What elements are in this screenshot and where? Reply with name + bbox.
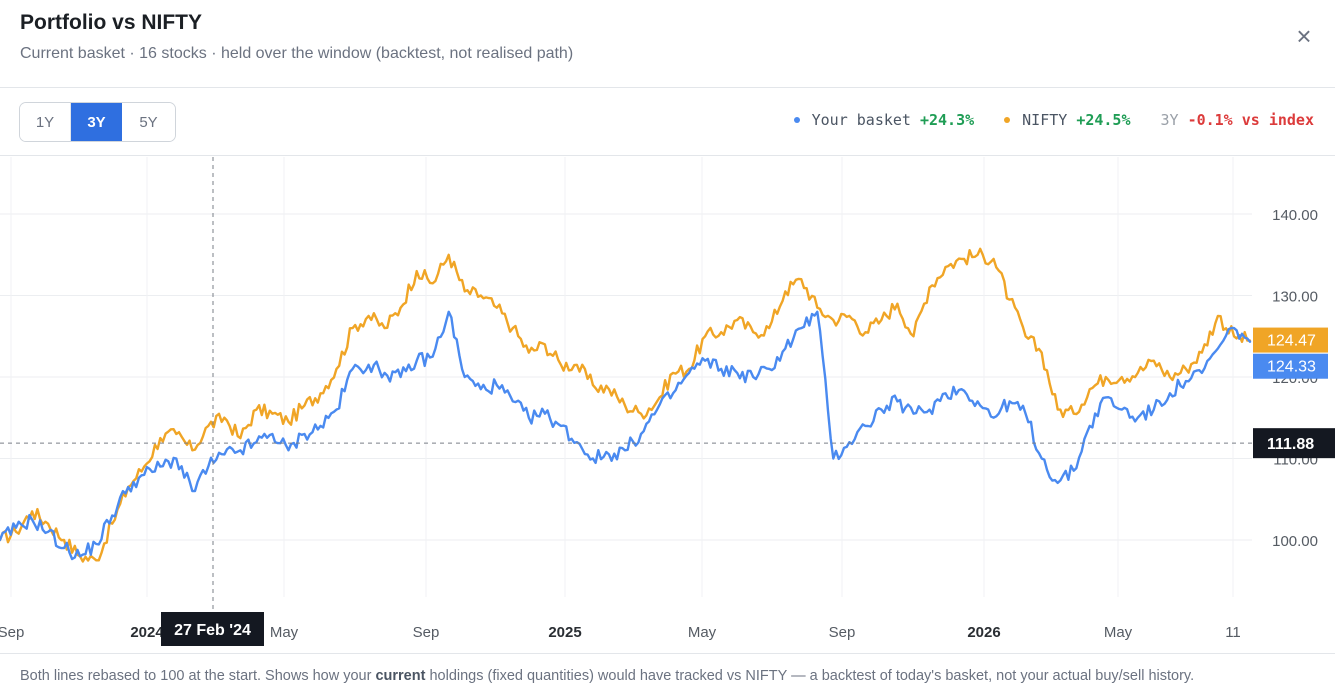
legend-relative-period: 3Y: [1160, 111, 1179, 129]
range-selector: 1Y 3Y 5Y: [19, 102, 176, 142]
nifty-series-line: [0, 247, 1252, 563]
nifty-last-value-badge: [1253, 327, 1328, 353]
legend-nifty-return: +24.5%: [1076, 111, 1131, 129]
basket-last-value-badge: [1253, 353, 1328, 379]
chart-legend: Your basket +24.3% NIFTY +24.5% 3Y -0.1%…: [793, 111, 1315, 129]
x-axis: Sep 2024 May Sep 2025 May Sep 2026 May 11: [0, 624, 1241, 641]
crosshair: [0, 157, 1252, 612]
basket-dot-icon: [793, 117, 800, 123]
page-title: Portfolio vs NIFTY: [20, 11, 203, 34]
basket-series-line: [0, 310, 1252, 561]
x-tick-label: Sep: [413, 624, 440, 641]
price-labels: 27 Feb '24 111.88 124.47 124.33: [161, 327, 1335, 646]
x-tick-label: May: [688, 624, 717, 641]
x-tick-label: Sep: [0, 624, 24, 641]
legend-basket-return: +24.3%: [919, 111, 975, 129]
y-tick-label: 130.00: [1272, 289, 1318, 306]
grid-lines: [0, 157, 1252, 597]
crosshair-value-badge: [1253, 428, 1335, 459]
x-tick-label: 2024: [130, 624, 164, 641]
crosshair-date-label: 27 Feb '24: [174, 622, 251, 639]
range-tab-1y[interactable]: 1Y: [20, 103, 71, 141]
range-tab-5y[interactable]: 5Y: [122, 103, 175, 141]
nifty-last-value-label: 124.47: [1267, 333, 1316, 350]
y-tick-label: 140.00: [1272, 207, 1318, 224]
basket-last-value-label: 124.33: [1267, 359, 1316, 376]
modal-header: Portfolio vs NIFTY Current basket · 16 s…: [0, 0, 1335, 88]
series-lines: [0, 247, 1252, 563]
crosshair-date-badge: [161, 612, 264, 646]
legend-basket-label: Your basket: [811, 111, 911, 129]
footnote-text: Both lines rebased to 100 at the start. …: [20, 668, 1194, 684]
legend-nifty: NIFTY +24.5%: [1004, 111, 1131, 129]
legend-relative: 3Y -0.1% vs index: [1161, 111, 1315, 129]
nifty-dot-icon: [1004, 117, 1011, 123]
legend-basket: Your basket +24.3%: [793, 111, 975, 129]
footnote-emphasis: current: [375, 668, 426, 684]
footnote-after: holdings (fixed quantities) would have t…: [425, 668, 1195, 684]
x-tick-label: May: [270, 624, 299, 641]
page-subtitle: Current basket · 16 stocks · held over t…: [20, 45, 574, 62]
close-icon[interactable]: ×: [1296, 21, 1312, 51]
legend-relative-value: -0.1% vs index: [1187, 111, 1314, 129]
y-tick-label: 100.00: [1272, 533, 1318, 550]
chart-controls: 1Y 3Y 5Y Your basket +24.3% NIFTY +24.5%…: [0, 88, 1335, 156]
x-tick-label: 2025: [548, 624, 581, 641]
x-tick-label: 2026: [967, 624, 1000, 641]
x-tick-label: May: [1104, 624, 1133, 641]
x-tick-label: 11: [1225, 624, 1241, 641]
legend-nifty-label: NIFTY: [1022, 111, 1068, 129]
chart-footnote: Both lines rebased to 100 at the start. …: [0, 653, 1335, 696]
range-tab-3y[interactable]: 3Y: [71, 103, 122, 141]
x-tick-label: Sep: [829, 624, 856, 641]
footnote-before: Both lines rebased to 100 at the start. …: [20, 668, 376, 684]
crosshair-value-label: 111.88: [1267, 436, 1314, 453]
